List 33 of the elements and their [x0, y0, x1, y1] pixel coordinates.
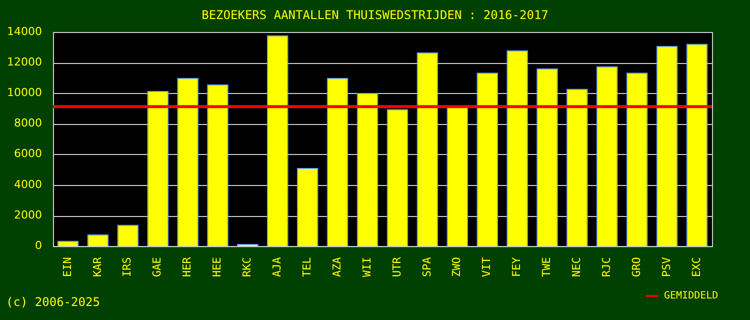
x-tick-label: VIT — [480, 256, 494, 278]
x-tick-label: TEL — [300, 256, 314, 278]
x-tick-label: IRS — [120, 257, 134, 278]
x-tick-label: UTR — [390, 256, 404, 278]
x-tick-label: KAR — [90, 256, 104, 278]
x-tick-label: FEY — [510, 256, 524, 278]
x-tick-label: RJC — [600, 257, 614, 278]
x-tick-label: GRO — [630, 257, 643, 278]
x-tick-label: WII — [360, 257, 374, 278]
x-tick-label: PSV — [660, 256, 673, 278]
y-tick-label: 2000 — [14, 208, 42, 222]
y-tick-label: 6000 — [14, 147, 42, 160]
y-tick-label: 14000 — [6, 24, 42, 38]
x-tick-label: SPA — [420, 256, 434, 278]
x-tick-label: RKC — [240, 257, 254, 278]
y-tick-label: 10000 — [6, 86, 42, 100]
x-tick-label: NEC — [570, 257, 584, 278]
text: (c) 2006-2025 — [6, 295, 100, 310]
y-tick-label: 12000 — [6, 55, 42, 68]
chart-title: BEZOEKERS AANTALLEN THUISWEDSTRIJDEN : 2016-2017 — [202, 8, 548, 22]
y-tick-label: 4000 — [14, 178, 42, 191]
x-tick-label: EIN — [60, 257, 74, 278]
x-tick-label: AJA — [270, 256, 284, 278]
x-tick-label: GAE — [150, 257, 164, 278]
y-tick-label: 0 — [34, 238, 42, 252]
legend-label: GEMIDDELD — [664, 290, 718, 302]
x-tick-label: HER — [180, 256, 194, 278]
x-tick-label: AZA — [330, 256, 344, 278]
y-tick-label: 8000 — [14, 116, 42, 130]
x-tick-label: HEE — [210, 257, 224, 278]
x-tick-label: ZWO — [450, 257, 464, 278]
x-tick-label: EXC — [690, 257, 703, 278]
x-tick-label: TWE — [540, 257, 554, 278]
